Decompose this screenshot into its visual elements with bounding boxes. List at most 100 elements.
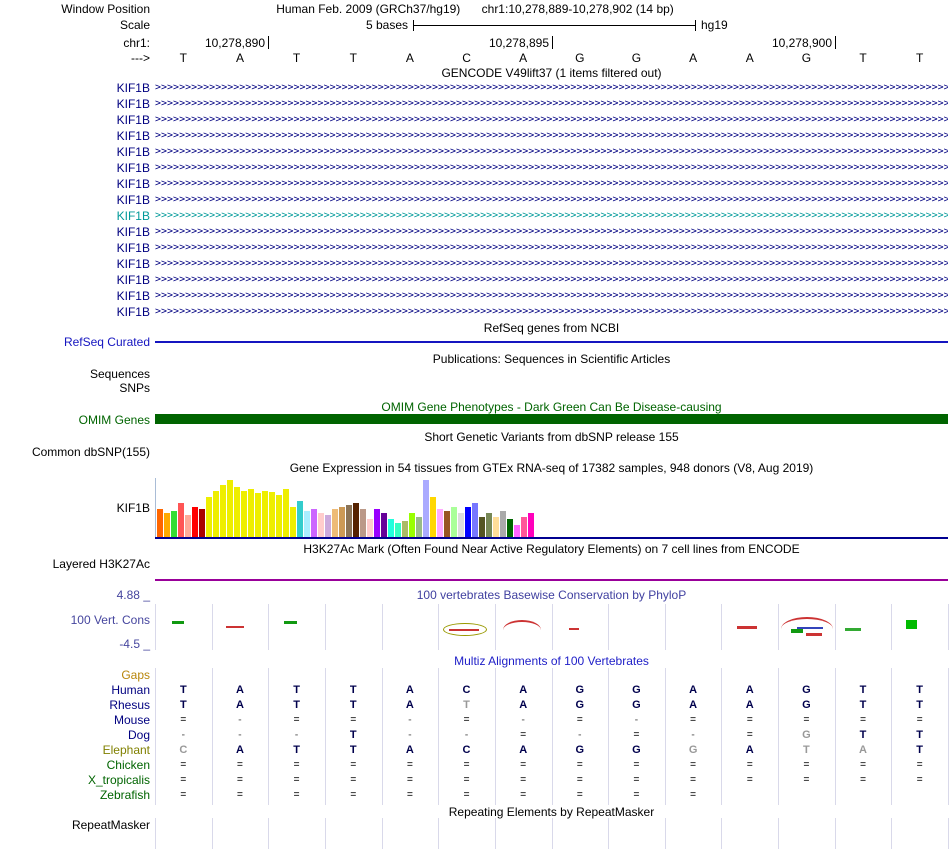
gene-arrow-row[interactable]: >>>>>>>>>>>>>>>>>>>>>>>>>>>>>>>>>>>>>>>>… <box>155 82 948 93</box>
alignment-cell: T <box>293 684 300 696</box>
repeatmasker-label[interactable]: RepeatMasker <box>71 818 150 832</box>
gtex-expression-bar <box>437 509 443 537</box>
gtex-expression-bar <box>262 491 268 537</box>
gene-label[interactable]: KIF1B <box>116 145 150 159</box>
gene-arrow-row[interactable]: >>>>>>>>>>>>>>>>>>>>>>>>>>>>>>>>>>>>>>>>… <box>155 226 948 237</box>
snps-label[interactable]: SNPs <box>119 381 150 395</box>
alignment-species-label[interactable]: Rhesus <box>109 698 150 712</box>
h3k27ac-signal-line[interactable] <box>155 579 948 581</box>
alignment-cell: T <box>349 729 357 741</box>
gene-arrow-row[interactable]: >>>>>>>>>>>>>>>>>>>>>>>>>>>>>>>>>>>>>>>>… <box>155 306 948 317</box>
dbsnp-title[interactable]: Short Genetic Variants from dbSNP releas… <box>424 430 679 444</box>
gencode-title[interactable]: GENCODE V49lift37 (1 items filtered out) <box>441 66 662 80</box>
gtex-expression-bar <box>472 503 478 537</box>
gtex-expression-bar <box>157 509 163 537</box>
h3k27ac-title[interactable]: H3K27Ac Mark (Often Found Near Active Re… <box>303 542 800 556</box>
refseq-curated-label[interactable]: RefSeq Curated <box>63 335 150 349</box>
repeatmasker-title[interactable]: Repeating Elements by RepeatMasker <box>448 805 655 819</box>
gene-label[interactable]: KIF1B <box>116 81 150 95</box>
alignment-cell: = <box>350 774 357 786</box>
conservation-mark <box>845 628 861 631</box>
sequences-label[interactable]: Sequences <box>89 367 150 381</box>
gene-arrow-row[interactable]: >>>>>>>>>>>>>>>>>>>>>>>>>>>>>>>>>>>>>>>>… <box>155 98 948 109</box>
gene-label[interactable]: KIF1B <box>116 177 150 191</box>
multiz-title[interactable]: Multiz Alignments of 100 Vertebrates <box>454 654 649 668</box>
gtex-baseline <box>155 537 948 539</box>
alignment-species-label[interactable]: Elephant <box>102 743 150 757</box>
column-guide <box>891 668 892 805</box>
alignment-cell: - <box>238 729 242 741</box>
sequence-base: G <box>575 51 585 65</box>
gene-arrow-row[interactable]: >>>>>>>>>>>>>>>>>>>>>>>>>>>>>>>>>>>>>>>>… <box>155 178 948 189</box>
alignment-cell: = <box>293 789 300 801</box>
gene-arrow-row[interactable]: >>>>>>>>>>>>>>>>>>>>>>>>>>>>>>>>>>>>>>>>… <box>155 242 948 253</box>
alignment-cell: G <box>632 684 641 696</box>
alignment-cell: = <box>576 774 583 786</box>
gtex-expression-bar <box>206 497 212 537</box>
omim-title[interactable]: OMIM Gene Phenotypes - Dark Green Can Be… <box>381 400 722 414</box>
publications-title[interactable]: Publications: Sequences in Scientific Ar… <box>432 352 671 366</box>
gene-arrow-row[interactable]: >>>>>>>>>>>>>>>>>>>>>>>>>>>>>>>>>>>>>>>>… <box>155 210 948 221</box>
alignment-cell: A <box>689 699 698 711</box>
gtex-expression-bar <box>171 511 177 537</box>
gene-arrow-row[interactable]: >>>>>>>>>>>>>>>>>>>>>>>>>>>>>>>>>>>>>>>>… <box>155 146 948 157</box>
sequence-base: G <box>631 51 642 65</box>
gene-label[interactable]: KIF1B <box>116 273 150 287</box>
gene-label[interactable]: KIF1B <box>116 193 150 207</box>
gtex-expression-bar <box>325 515 331 537</box>
gene-arrow-row[interactable]: >>>>>>>>>>>>>>>>>>>>>>>>>>>>>>>>>>>>>>>>… <box>155 290 948 301</box>
alignment-cell: G <box>632 699 641 711</box>
conservation-title[interactable]: 100 vertebrates Basewise Conservation by… <box>416 588 687 602</box>
gene-label[interactable]: KIF1B <box>116 257 150 271</box>
gene-arrow-row[interactable]: >>>>>>>>>>>>>>>>>>>>>>>>>>>>>>>>>>>>>>>>… <box>155 258 948 269</box>
gene-arrow-row[interactable]: >>>>>>>>>>>>>>>>>>>>>>>>>>>>>>>>>>>>>>>>… <box>155 194 948 205</box>
alignment-cell: A <box>405 744 414 756</box>
gtex-gene-label[interactable]: KIF1B <box>116 501 150 515</box>
sequence-base: A <box>745 51 754 65</box>
conservation-mark <box>449 629 479 631</box>
alignment-species-label[interactable]: Mouse <box>113 713 150 727</box>
h3k27ac-label[interactable]: Layered H3K27Ac <box>52 557 150 571</box>
gene-label[interactable]: KIF1B <box>116 97 150 111</box>
alignment-cell: = <box>463 774 470 786</box>
gene-label[interactable]: KIF1B <box>116 129 150 143</box>
conservation-track-label[interactable]: 100 Vert. Cons <box>70 613 150 627</box>
gtex-expression-bar <box>213 491 219 537</box>
gene-arrow-row[interactable]: >>>>>>>>>>>>>>>>>>>>>>>>>>>>>>>>>>>>>>>>… <box>155 162 948 173</box>
gtex-expression-bar <box>276 495 282 537</box>
gene-label[interactable]: KIF1B <box>116 209 150 223</box>
chrom-label: chr1: <box>123 36 150 50</box>
gtex-expression-bar <box>332 509 338 537</box>
strand-label: ---> <box>131 51 150 65</box>
refseq-title[interactable]: RefSeq genes from NCBI <box>483 321 620 335</box>
gene-label[interactable]: KIF1B <box>116 113 150 127</box>
alignment-species-label[interactable]: Human <box>111 683 150 697</box>
gene-label[interactable]: KIF1B <box>116 161 150 175</box>
alignment-species-label[interactable]: Chicken <box>106 758 150 772</box>
alignment-cell: = <box>293 774 300 786</box>
column-guide <box>665 818 666 849</box>
alignment-cell: = <box>293 759 300 771</box>
gene-arrow-row[interactable]: >>>>>>>>>>>>>>>>>>>>>>>>>>>>>>>>>>>>>>>>… <box>155 114 948 125</box>
alignment-cell: = <box>690 789 697 801</box>
omim-genes-label[interactable]: OMIM Genes <box>78 413 150 427</box>
column-guide <box>835 668 836 805</box>
dbsnp-label[interactable]: Common dbSNP(155) <box>31 445 150 459</box>
alignment-species-label[interactable]: Zebrafish <box>99 788 150 802</box>
gene-label[interactable]: KIF1B <box>116 305 150 319</box>
refseq-curated-gene-line[interactable] <box>155 341 948 343</box>
alignment-species-label[interactable]: Dog <box>127 728 150 742</box>
sequence-base: T <box>916 51 924 65</box>
column-guide <box>382 818 383 849</box>
gene-arrow-row[interactable]: >>>>>>>>>>>>>>>>>>>>>>>>>>>>>>>>>>>>>>>>… <box>155 274 948 285</box>
gene-label[interactable]: KIF1B <box>116 241 150 255</box>
gene-arrow-row[interactable]: >>>>>>>>>>>>>>>>>>>>>>>>>>>>>>>>>>>>>>>>… <box>155 130 948 141</box>
gtex-title[interactable]: Gene Expression in 54 tissues from GTEx … <box>289 461 814 475</box>
sequence-base: T <box>349 51 357 65</box>
omim-gene-bar[interactable] <box>155 414 948 424</box>
alignment-species-label[interactable]: Gaps <box>121 668 150 682</box>
gene-label[interactable]: KIF1B <box>116 225 150 239</box>
gene-label[interactable]: KIF1B <box>116 289 150 303</box>
alignment-species-label[interactable]: X_tropicalis <box>87 773 150 787</box>
alignment-cell: T <box>349 684 357 696</box>
